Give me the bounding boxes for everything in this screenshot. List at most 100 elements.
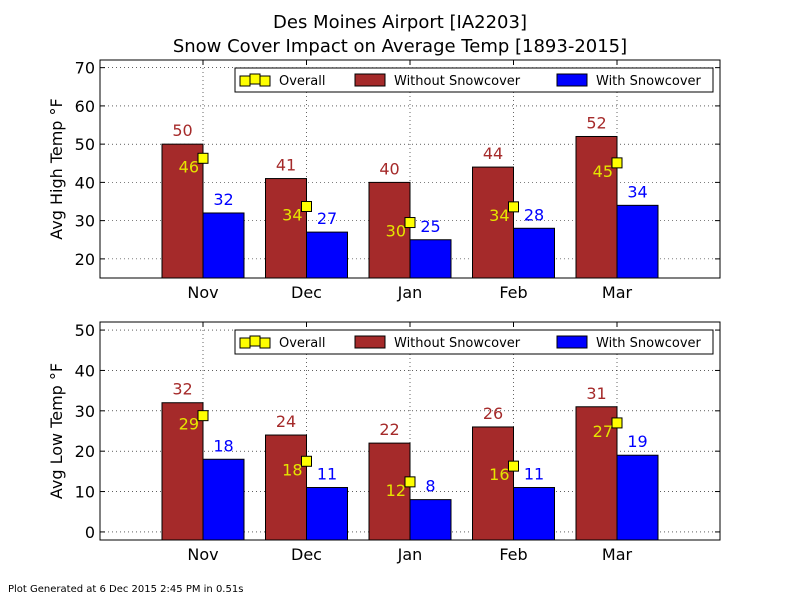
bar-with-snowcover — [409, 239, 452, 279]
legend: Overall Without Snowcover With Snowcover — [234, 67, 714, 93]
y-axis-label: Avg High Temp °F — [47, 98, 66, 240]
bar-with-snowcover — [306, 487, 348, 541]
bar-with-snowcover — [202, 212, 245, 279]
legend-without-swatch — [354, 73, 386, 87]
label-without-snowcover: 22 — [379, 420, 399, 439]
x-tick-label: Nov — [187, 283, 218, 302]
label-without-snowcover: 32 — [172, 380, 192, 399]
bar-with-snowcover — [513, 487, 555, 541]
label-with-snowcover: 27 — [317, 209, 337, 228]
label-without-snowcover: 24 — [276, 412, 296, 431]
label-overall: 29 — [179, 415, 199, 434]
chart-panel-high: 50 32 46 41 27 34 40 25 30 44 28 34 52 34 45 20 30 40 50 60… — [47, 59, 721, 302]
y-tick-label: 50 — [75, 135, 95, 154]
label-with-snowcover: 34 — [627, 182, 647, 201]
bar-with-snowcover — [202, 458, 245, 541]
legend-without-label: Without Snowcover — [394, 336, 521, 351]
bar-without-snowcover — [265, 434, 307, 541]
marker-overall — [611, 417, 623, 429]
bar-with-snowcover — [409, 499, 452, 541]
legend-without-swatch — [354, 335, 386, 349]
label-without-snowcover: 26 — [483, 404, 503, 423]
y-tick-label: 40 — [75, 173, 95, 192]
bar-without-snowcover — [265, 178, 307, 279]
label-overall: 30 — [386, 222, 406, 241]
y-tick-label: 20 — [75, 442, 95, 461]
legend-with-swatch — [556, 73, 588, 87]
bar-with-snowcover — [306, 231, 348, 279]
legend-overall-marker — [249, 335, 261, 347]
generated-footer: Plot Generated at 6 Dec 2015 2:45 PM in … — [8, 584, 244, 595]
chart-panel-low: 32 18 29 24 11 18 22 8 12 26 11 16 31 19 27 0 10 20 30 40 50… — [47, 321, 721, 564]
bar-without-snowcover — [575, 406, 618, 541]
label-with-snowcover: 11 — [524, 465, 544, 484]
marker-overall — [197, 410, 209, 422]
x-tick-label: Dec — [291, 283, 322, 302]
x-tick-label: Dec — [291, 545, 322, 564]
y-tick-label: 0 — [85, 523, 95, 542]
label-overall: 16 — [489, 465, 509, 484]
legend-box — [234, 329, 714, 355]
x-tick-label: Feb — [499, 545, 527, 564]
bar-without-snowcover — [575, 135, 618, 279]
legend-overall-marker — [239, 337, 251, 349]
legend-with-label: With Snowcover — [596, 74, 702, 89]
x-tick-label: Feb — [499, 283, 527, 302]
label-without-snowcover: 41 — [276, 156, 296, 175]
legend-overall-label: Overall — [279, 336, 325, 351]
bar-without-snowcover — [161, 143, 204, 279]
label-with-snowcover: 19 — [627, 432, 647, 451]
label-with-snowcover: 11 — [317, 465, 337, 484]
label-without-snowcover: 50 — [172, 121, 192, 140]
bar-without-snowcover — [368, 181, 411, 279]
marker-overall — [611, 157, 623, 169]
y-tick-label: 60 — [75, 97, 95, 116]
x-tick-label: Jan — [397, 545, 423, 564]
marker-overall — [197, 152, 209, 164]
x-tick-label: Mar — [602, 545, 633, 564]
bar-without-snowcover — [472, 426, 514, 541]
legend-overall-marker — [239, 75, 251, 87]
chart-title-line1: Des Moines Airport [IA2203] — [273, 12, 527, 33]
x-tick-label: Mar — [602, 283, 633, 302]
marker-overall — [301, 455, 312, 467]
y-axis-label: Avg Low Temp °F — [47, 363, 66, 499]
label-with-snowcover: 32 — [213, 190, 233, 209]
legend-overall-marker — [249, 73, 261, 85]
x-tick-label: Nov — [187, 545, 218, 564]
marker-overall — [404, 217, 416, 229]
bar-with-snowcover — [616, 454, 659, 541]
label-with-snowcover: 18 — [213, 436, 233, 455]
label-with-snowcover: 25 — [420, 217, 440, 236]
label-overall: 46 — [179, 157, 199, 176]
legend-overall-label: Overall — [279, 74, 325, 89]
chart-title-line2: Snow Cover Impact on Average Temp [1893-… — [172, 36, 628, 57]
legend-with-swatch — [556, 335, 588, 349]
label-without-snowcover: 31 — [586, 384, 606, 403]
marker-overall — [508, 201, 519, 213]
marker-overall — [404, 476, 416, 488]
label-overall: 34 — [489, 206, 509, 225]
y-tick-label: 50 — [75, 321, 95, 340]
label-with-snowcover: 28 — [524, 205, 544, 224]
label-overall: 27 — [593, 422, 613, 441]
label-without-snowcover: 52 — [586, 113, 606, 132]
label-without-snowcover: 44 — [483, 144, 503, 163]
bar-with-snowcover — [513, 227, 555, 279]
bar-without-snowcover — [368, 442, 411, 541]
y-tick-label: 30 — [75, 402, 95, 421]
y-tick-label: 10 — [75, 483, 95, 502]
y-tick-label: 40 — [75, 361, 95, 380]
label-overall: 45 — [593, 162, 613, 181]
legend-overall-marker — [259, 337, 271, 349]
legend-with-label: With Snowcover — [596, 336, 702, 351]
bar-without-snowcover — [161, 402, 204, 541]
x-tick-label: Jan — [397, 283, 423, 302]
bar-with-snowcover — [616, 204, 659, 279]
y-tick-label: 20 — [75, 250, 95, 269]
legend-overall-marker — [259, 75, 271, 87]
label-without-snowcover: 40 — [379, 159, 399, 178]
label-with-snowcover: 8 — [425, 477, 435, 496]
label-overall: 34 — [282, 205, 302, 224]
